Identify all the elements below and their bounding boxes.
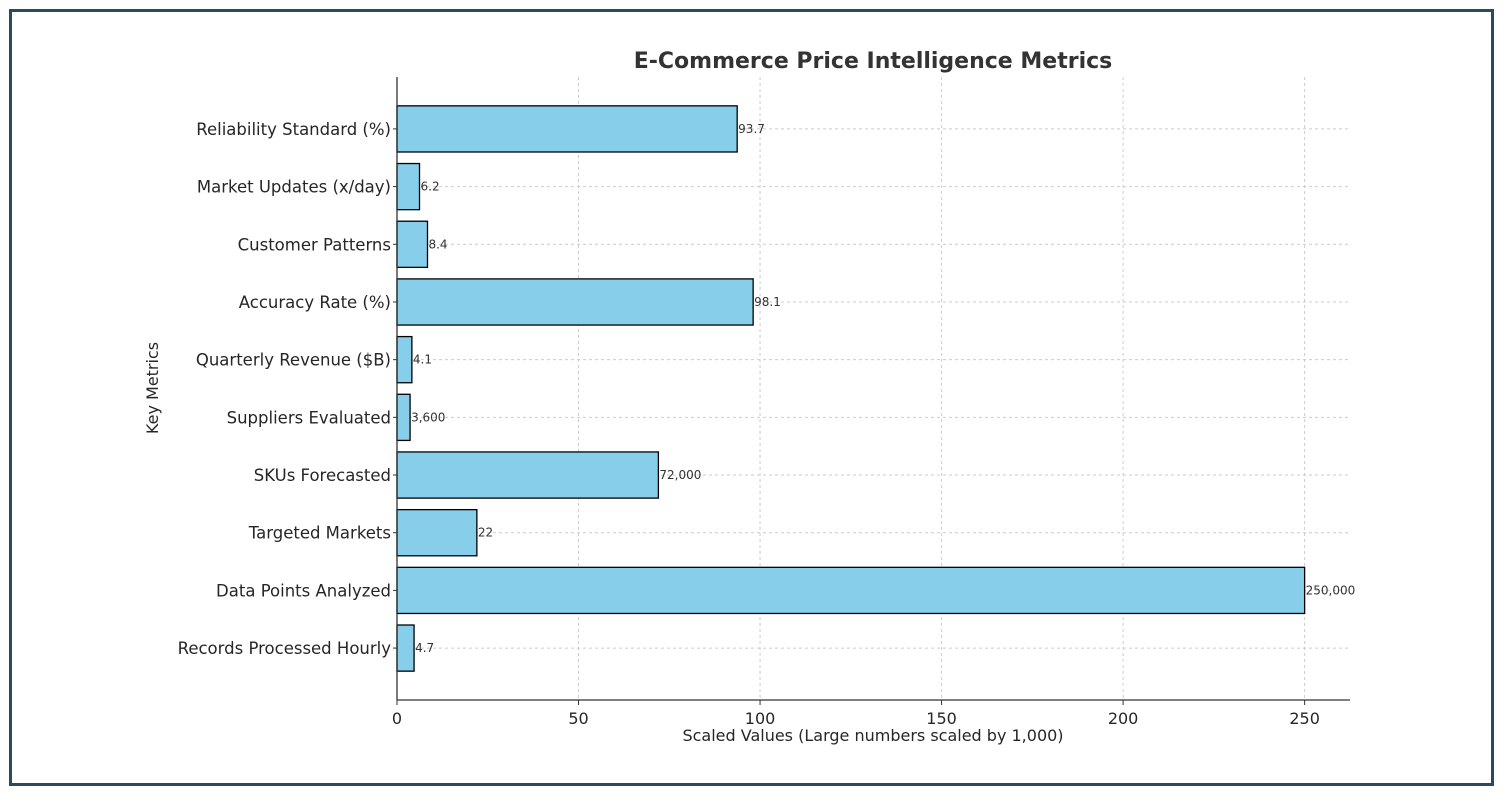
data-label: 72,000 bbox=[659, 468, 701, 482]
y-tick-label: Reliability Standard (%) bbox=[196, 120, 391, 139]
bar bbox=[396, 105, 738, 153]
data-label: 93.7 bbox=[738, 122, 765, 136]
y-axis-label: Key Metrics bbox=[143, 342, 162, 434]
chart-frame bbox=[9, 9, 1494, 786]
bar bbox=[396, 624, 415, 672]
bar bbox=[396, 278, 754, 326]
data-label: 4.7 bbox=[415, 641, 434, 655]
y-tick-label: Records Processed Hourly bbox=[178, 639, 392, 658]
y-tick-label: Accuracy Rate (%) bbox=[239, 293, 391, 312]
data-label: 3,600 bbox=[411, 410, 445, 424]
x-tick-label: 200 bbox=[1108, 709, 1139, 728]
data-label: 6.2 bbox=[421, 180, 440, 194]
data-label: 8.4 bbox=[428, 237, 447, 251]
x-tick-label: 50 bbox=[568, 709, 588, 728]
data-label: 22 bbox=[478, 526, 493, 540]
y-tick-label: Quarterly Revenue ($B) bbox=[196, 351, 391, 370]
bar bbox=[396, 162, 421, 211]
y-tick-label: Suppliers Evaluated bbox=[227, 408, 391, 427]
bar bbox=[396, 220, 429, 269]
y-tick-label: SKUs Forecasted bbox=[254, 466, 391, 485]
bar bbox=[396, 393, 411, 442]
data-label: 98.1 bbox=[754, 295, 781, 309]
x-tick-label: 150 bbox=[926, 709, 957, 728]
x-tick-label: 0 bbox=[392, 709, 402, 728]
chart-title: E-Commerce Price Intelligence Metrics bbox=[634, 49, 1113, 74]
data-label: 250,000 bbox=[1306, 583, 1356, 597]
x-axis-label: Scaled Values (Large numbers scaled by 1… bbox=[682, 726, 1063, 745]
y-tick-label: Data Points Analyzed bbox=[216, 581, 391, 600]
bar bbox=[396, 451, 660, 499]
bar bbox=[396, 566, 1306, 615]
y-tick-label: Market Updates (x/day) bbox=[197, 178, 391, 197]
bar bbox=[396, 508, 478, 557]
bar bbox=[396, 335, 413, 384]
x-tick-label: 100 bbox=[745, 709, 776, 728]
y-tick-label: Targeted Markets bbox=[248, 524, 391, 543]
x-tick-label: 250 bbox=[1289, 709, 1320, 728]
y-tick-label: Customer Patterns bbox=[238, 235, 391, 254]
data-label: 4.1 bbox=[413, 353, 432, 367]
